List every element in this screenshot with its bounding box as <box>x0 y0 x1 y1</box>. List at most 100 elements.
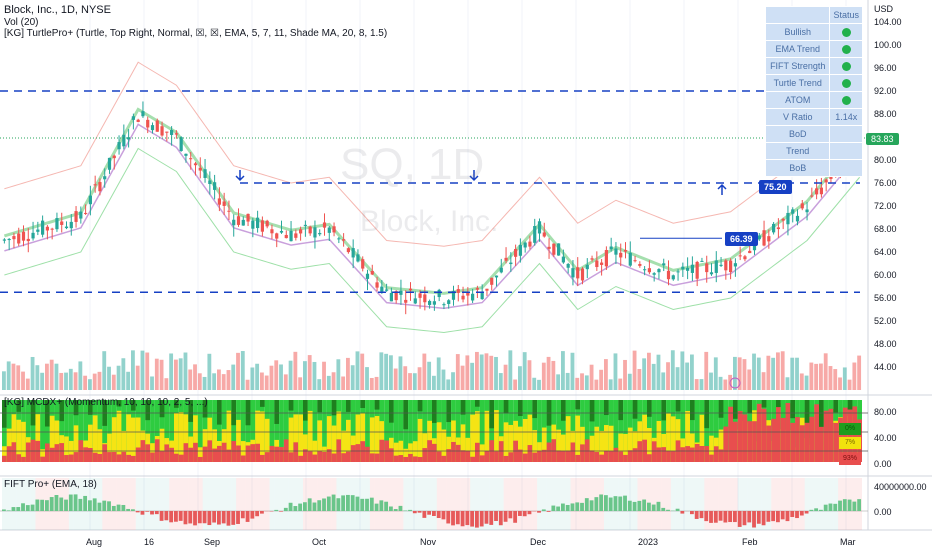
mcdx-bar <box>307 410 313 462</box>
volume-bar <box>847 379 852 390</box>
mcdx-bar <box>350 400 356 462</box>
fift-title[interactable]: FIFT Pro+ (EMA, 18) <box>4 479 97 490</box>
candle-body <box>7 238 11 241</box>
mcdx-bar <box>40 456 45 462</box>
fift-bar <box>776 511 780 523</box>
volume-bar <box>88 379 92 390</box>
fift-bar <box>833 503 838 511</box>
volume-bar <box>814 363 819 390</box>
mcdx-title[interactable]: [KG] MCDX+ (Momentum, 10, 10, 10, 2, 5, … <box>4 397 208 408</box>
fift-shade <box>427 478 432 530</box>
mcdx-bar <box>145 400 151 421</box>
mcdx-bar <box>83 447 88 462</box>
fift-shade <box>460 478 466 530</box>
mcdx-bar <box>164 400 170 462</box>
mcdx-bar <box>116 410 122 462</box>
fift-shade <box>398 478 404 530</box>
mcdx-bar <box>412 400 418 462</box>
fift-shade <box>814 478 819 530</box>
fift-bar <box>131 509 135 511</box>
mcdx-bar <box>355 414 361 462</box>
fift-bar <box>580 502 584 511</box>
volume-bar <box>255 363 260 390</box>
fift-bar <box>64 499 68 511</box>
candle-body <box>676 271 680 273</box>
level-tag[interactable]: 66.39 <box>725 232 758 246</box>
mcdx-bar <box>408 453 413 462</box>
mcdx-bar <box>470 456 475 462</box>
candle-body <box>356 254 360 262</box>
level-tag[interactable]: 75.20 <box>759 180 792 194</box>
candle-body <box>294 233 298 238</box>
volume-bar <box>393 368 398 390</box>
status-label: Trend <box>764 142 831 160</box>
mcdx-bar <box>68 440 74 462</box>
mcdx-bar <box>713 446 719 462</box>
candle-body <box>557 243 561 256</box>
fift-shade <box>518 478 523 530</box>
fift-shade <box>279 478 284 530</box>
mcdx-bar <box>197 456 203 462</box>
mcdx-bar <box>207 417 213 462</box>
fift-bar <box>761 511 766 526</box>
mcdx-bar <box>384 400 389 462</box>
candle-body <box>819 187 823 195</box>
mcdx-bar <box>102 444 108 462</box>
price-tick: 48.00 <box>874 339 897 349</box>
fift-shade <box>704 478 710 530</box>
mcdx-bar <box>694 400 700 462</box>
mcdx-bar <box>35 440 41 462</box>
mcdx-bar <box>107 452 112 462</box>
mcdx-bar <box>618 400 624 421</box>
fift-bar <box>88 500 92 511</box>
candle-body <box>375 282 379 288</box>
mcdx-bar <box>49 415 55 462</box>
candle-body <box>494 275 499 278</box>
mcdx-bar <box>422 400 428 462</box>
candle-body <box>762 230 766 246</box>
volume-bar <box>269 365 274 390</box>
volume-bar <box>40 372 45 390</box>
mcdx-bar <box>188 400 194 462</box>
volume-bar <box>565 372 570 390</box>
mcdx-bar <box>479 400 485 462</box>
fift-bar <box>723 511 728 523</box>
volume-bar <box>503 364 508 390</box>
candle-body <box>442 304 446 306</box>
mcdx-bar <box>718 429 724 462</box>
fift-shade <box>799 478 805 530</box>
fift-shade <box>661 478 667 530</box>
mcdx-bar <box>594 452 600 462</box>
volume-bar <box>350 365 355 390</box>
candle-body <box>36 229 40 232</box>
candle-body <box>695 261 699 279</box>
mcdx-bar <box>360 441 366 462</box>
mcdx-bar <box>288 400 294 411</box>
mcdx-bar <box>604 425 609 462</box>
mcdx-bar <box>403 456 409 462</box>
price-tick: 60.00 <box>874 270 897 280</box>
mcdx-bar <box>174 413 179 462</box>
mcdx-bar <box>417 456 423 462</box>
fift-bar <box>819 509 823 511</box>
fift-bar <box>16 507 21 511</box>
symbol-title[interactable]: Block, Inc., 1D, NYSE <box>4 4 111 16</box>
mcdx-bar <box>647 427 652 462</box>
turtle-legend[interactable]: [KG] TurtlePro+ (Turtle, Top Right, Norm… <box>4 28 388 39</box>
mcdx-bar <box>169 447 174 462</box>
mcdx-bar <box>460 424 466 462</box>
mcdx-bar <box>546 442 552 462</box>
time-tick: Dec <box>530 537 547 547</box>
fift-bar <box>159 511 164 521</box>
mcdx-bar <box>627 450 633 462</box>
fift-bar <box>666 509 670 511</box>
volume-bar <box>30 356 35 390</box>
candle-body <box>619 252 623 258</box>
candle-body <box>303 224 307 226</box>
mcdx-bar <box>704 400 710 462</box>
fift-shade <box>121 478 127 530</box>
volume-bar <box>561 351 565 390</box>
volume-legend[interactable]: Vol (20) <box>4 17 39 28</box>
fift-shade <box>260 478 265 530</box>
